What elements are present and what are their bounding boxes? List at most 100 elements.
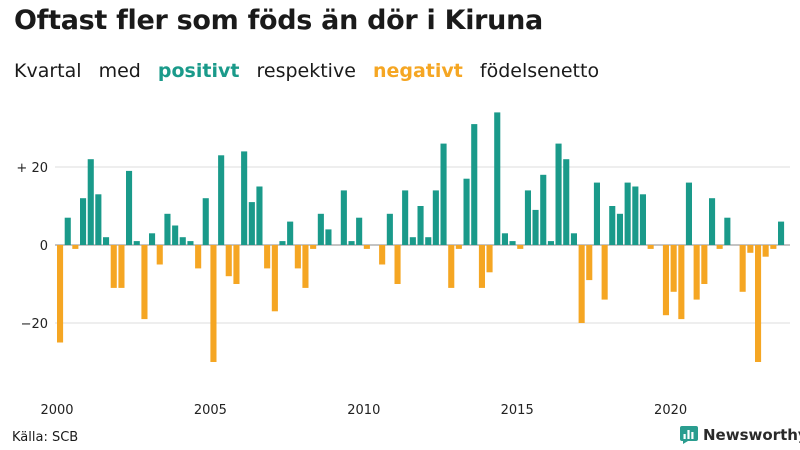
bar <box>325 229 332 245</box>
bar <box>386 213 393 245</box>
y-tick-label: −20 <box>21 317 48 332</box>
subtitle-word-respectively: respektive <box>256 60 356 82</box>
bar <box>647 245 654 249</box>
bar <box>578 245 585 323</box>
bar <box>509 241 516 245</box>
bar <box>87 159 94 245</box>
bar <box>478 245 485 288</box>
bar <box>103 237 110 245</box>
bar <box>80 198 87 245</box>
x-tick-label: 2000 <box>40 403 73 418</box>
bar <box>57 245 64 343</box>
bar <box>156 245 163 265</box>
bar <box>609 206 616 245</box>
bar <box>141 245 148 320</box>
bar <box>755 245 762 362</box>
x-tick-label: 2020 <box>654 403 687 418</box>
bar <box>709 198 716 245</box>
bar <box>685 182 692 245</box>
x-tick-label: 2005 <box>194 403 227 418</box>
bar <box>64 217 71 245</box>
bar <box>310 245 317 249</box>
bar <box>179 237 186 245</box>
bar <box>432 190 439 245</box>
bar <box>187 241 194 245</box>
y-tick-label: + 20 <box>16 161 48 176</box>
bar <box>294 245 301 269</box>
bar <box>593 182 600 245</box>
subtitle-word-birth-net: födelsenetto <box>479 60 600 82</box>
bar <box>601 245 608 300</box>
bar <box>524 190 531 245</box>
subtitle-negative: negativt <box>372 60 463 82</box>
bar <box>540 174 547 245</box>
bar <box>716 245 723 249</box>
bar <box>340 190 347 245</box>
bar <box>118 245 125 288</box>
bar <box>778 221 785 245</box>
newsworthy-logo-icon <box>680 426 698 444</box>
bar <box>486 245 493 273</box>
bar <box>133 241 140 245</box>
y-tick-label: 0 <box>40 239 48 254</box>
bar <box>287 221 294 245</box>
bar <box>586 245 593 281</box>
bar <box>555 143 562 245</box>
bar <box>379 245 386 265</box>
bar <box>624 182 631 245</box>
source-note: Källa: SCB <box>12 430 79 445</box>
bar <box>632 186 639 245</box>
bar <box>501 233 508 245</box>
bar <box>126 170 133 245</box>
bar <box>639 194 646 245</box>
bar <box>532 209 539 245</box>
bar <box>724 217 731 245</box>
x-tick-label: 2015 <box>501 403 534 418</box>
bar <box>248 202 255 245</box>
bar <box>570 233 577 245</box>
bar <box>670 245 677 292</box>
bar <box>256 186 263 245</box>
bar <box>233 245 240 284</box>
bar <box>149 233 156 245</box>
bar <box>95 194 102 245</box>
bar <box>448 245 455 288</box>
brand-name: Newsworthy <box>703 426 800 444</box>
bar <box>739 245 746 292</box>
bar <box>317 213 324 245</box>
bar <box>409 237 416 245</box>
bar <box>678 245 685 320</box>
bar <box>701 245 708 284</box>
bar <box>241 151 248 245</box>
bar <box>747 245 754 253</box>
chart-title: Oftast fler som föds än dör i Kiruna <box>14 5 543 36</box>
bar <box>471 124 478 245</box>
bar <box>616 213 623 245</box>
bar-chart: + 20 0 −20 2000 2005 2010 2015 2020 <box>16 112 790 418</box>
bar <box>218 155 225 245</box>
bar <box>402 190 409 245</box>
bar <box>363 245 370 249</box>
bar <box>494 112 501 246</box>
bar <box>662 245 669 316</box>
subtitle-positive: positivt <box>157 60 240 82</box>
bar <box>547 241 554 245</box>
bar <box>110 245 117 288</box>
bar <box>348 241 355 245</box>
bar <box>172 225 179 245</box>
bar <box>517 245 524 249</box>
bar <box>279 241 286 245</box>
subtitle-word-quarter: Kvartal <box>14 60 82 82</box>
bar <box>455 245 462 249</box>
bar <box>356 217 363 245</box>
bar <box>425 237 432 245</box>
bar <box>271 245 278 312</box>
bar <box>164 213 171 245</box>
bar <box>225 245 232 277</box>
brand-logo: Newsworthy <box>680 426 800 444</box>
subtitle-word-with: med <box>98 60 141 82</box>
bar <box>264 245 271 269</box>
bar <box>440 143 447 245</box>
bar <box>195 245 202 269</box>
bar <box>563 159 570 245</box>
